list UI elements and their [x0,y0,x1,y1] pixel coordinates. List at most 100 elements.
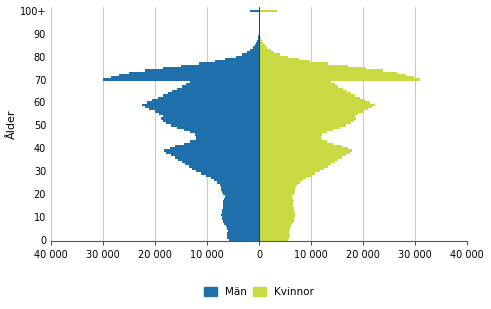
Bar [236,56,259,58]
Bar [184,142,259,145]
Bar [222,207,259,209]
Bar [255,44,259,46]
Bar [222,220,259,223]
Bar [182,85,259,87]
Bar [119,74,259,76]
Bar [259,181,300,184]
Bar [259,133,322,136]
Bar [259,207,294,209]
Bar [259,170,321,172]
Bar [227,232,259,234]
Bar [258,35,259,37]
Bar [163,120,259,122]
Bar [145,69,259,72]
Bar [175,145,259,147]
Bar [163,115,259,117]
Bar [221,214,259,216]
Bar [164,150,259,152]
Bar [259,85,338,87]
Bar [259,177,306,179]
Bar [168,92,259,95]
Bar [259,90,347,92]
Bar [259,129,333,131]
Bar [161,117,259,120]
Bar [257,40,259,42]
Bar [259,67,366,69]
Bar [259,92,351,95]
Bar [217,181,259,184]
Bar [259,138,322,140]
Bar [259,74,406,76]
Bar [215,60,259,62]
Bar [253,46,259,49]
Bar [206,175,259,177]
Bar [222,193,259,195]
Bar [259,120,355,122]
Bar [259,234,290,236]
Bar [259,56,288,58]
Bar [259,69,383,72]
Bar [224,223,259,225]
Bar [259,202,293,204]
Bar [259,140,327,142]
Bar [166,152,259,154]
Bar [258,37,259,40]
Bar [228,230,259,232]
Bar [259,115,355,117]
Y-axis label: Ålder: Ålder [7,109,17,139]
Bar [224,197,259,200]
Bar [259,150,352,152]
Bar [259,126,340,129]
Bar [211,177,259,179]
Bar [166,122,259,124]
Bar [225,58,259,60]
Bar [259,53,280,56]
Bar [163,95,259,97]
Bar [222,209,259,211]
Bar [259,49,271,51]
Bar [259,163,331,165]
Bar [221,191,259,193]
Bar [196,136,259,138]
Bar [192,168,259,170]
Bar [259,188,296,191]
Bar [184,129,259,131]
Bar [259,99,365,101]
Bar [185,163,259,165]
Bar [223,200,259,202]
Bar [259,218,295,220]
Bar [158,97,259,99]
Bar [225,195,259,197]
Bar [259,104,375,106]
Bar [259,200,294,202]
Bar [111,76,259,78]
Bar [169,147,259,150]
Bar [222,218,259,220]
Bar [229,239,259,241]
Legend: Män, Kvinnor: Män, Kvinnor [200,283,318,301]
Bar [247,51,259,53]
Bar [177,126,259,129]
Bar [259,216,295,218]
Bar [250,49,259,51]
Bar [201,172,259,175]
Bar [103,78,259,81]
Bar [259,214,296,216]
Bar [259,44,265,46]
Bar [259,184,297,186]
Bar [259,35,260,37]
Bar [259,159,338,161]
Bar [259,10,277,12]
Bar [175,156,259,159]
Bar [259,117,356,120]
Bar [259,131,327,133]
Bar [259,78,420,81]
Bar [259,168,324,170]
Bar [259,152,350,154]
Bar [259,33,260,35]
Bar [259,154,346,156]
Bar [259,179,303,181]
Bar [259,37,261,40]
Bar [259,191,295,193]
Bar [259,236,289,239]
